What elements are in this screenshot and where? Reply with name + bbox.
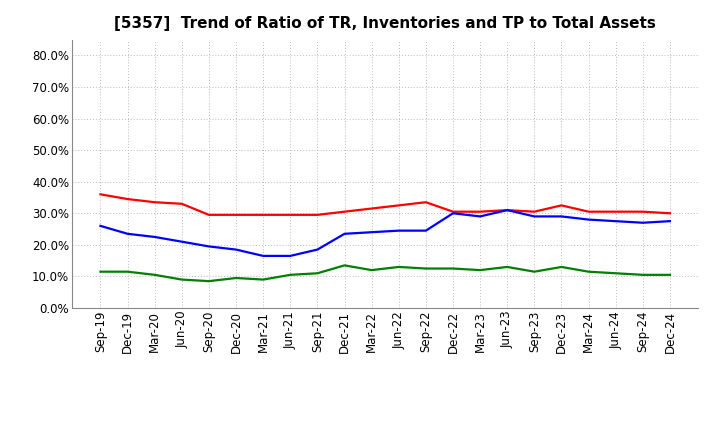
Inventories: [232, 247, 240, 252]
Trade Receivables: [259, 212, 268, 217]
Trade Receivables: [476, 209, 485, 214]
Trade Receivables: [530, 209, 539, 214]
Inventories: [367, 230, 376, 235]
Trade Payables: [150, 272, 159, 278]
Trade Receivables: [557, 203, 566, 208]
Trade Payables: [530, 269, 539, 274]
Trade Receivables: [421, 200, 430, 205]
Trade Payables: [421, 266, 430, 271]
Trade Payables: [503, 264, 511, 270]
Trade Payables: [476, 268, 485, 273]
Line: Trade Receivables: Trade Receivables: [101, 194, 670, 215]
Trade Receivables: [584, 209, 593, 214]
Inventories: [421, 228, 430, 233]
Trade Payables: [611, 271, 620, 276]
Inventories: [341, 231, 349, 236]
Trade Receivables: [123, 196, 132, 202]
Trade Payables: [557, 264, 566, 270]
Inventories: [123, 231, 132, 236]
Trade Receivables: [395, 203, 403, 208]
Inventories: [503, 208, 511, 213]
Trade Receivables: [96, 192, 105, 197]
Trade Payables: [395, 264, 403, 270]
Inventories: [611, 219, 620, 224]
Trade Payables: [639, 272, 647, 278]
Line: Inventories: Inventories: [101, 210, 670, 256]
Trade Payables: [286, 272, 294, 278]
Trade Payables: [449, 266, 457, 271]
Inventories: [96, 223, 105, 228]
Trade Payables: [123, 269, 132, 274]
Trade Payables: [367, 268, 376, 273]
Trade Receivables: [639, 209, 647, 214]
Trade Payables: [259, 277, 268, 282]
Inventories: [557, 214, 566, 219]
Inventories: [665, 219, 674, 224]
Trade Payables: [313, 271, 322, 276]
Trade Receivables: [150, 200, 159, 205]
Inventories: [150, 235, 159, 240]
Inventories: [584, 217, 593, 222]
Line: Trade Payables: Trade Payables: [101, 265, 670, 281]
Trade Receivables: [449, 209, 457, 214]
Inventories: [476, 214, 485, 219]
Trade Payables: [96, 269, 105, 274]
Inventories: [395, 228, 403, 233]
Inventories: [204, 244, 213, 249]
Trade Receivables: [665, 211, 674, 216]
Trade Payables: [232, 275, 240, 281]
Trade Receivables: [178, 201, 186, 206]
Trade Receivables: [341, 209, 349, 214]
Trade Receivables: [367, 206, 376, 211]
Inventories: [639, 220, 647, 225]
Trade Payables: [178, 277, 186, 282]
Trade Payables: [665, 272, 674, 278]
Trade Receivables: [313, 212, 322, 217]
Trade Receivables: [204, 212, 213, 217]
Trade Receivables: [286, 212, 294, 217]
Trade Receivables: [503, 208, 511, 213]
Inventories: [286, 253, 294, 259]
Inventories: [449, 211, 457, 216]
Inventories: [178, 239, 186, 244]
Inventories: [530, 214, 539, 219]
Trade Payables: [341, 263, 349, 268]
Inventories: [259, 253, 268, 259]
Trade Receivables: [611, 209, 620, 214]
Trade Payables: [204, 279, 213, 284]
Title: [5357]  Trend of Ratio of TR, Inventories and TP to Total Assets: [5357] Trend of Ratio of TR, Inventories…: [114, 16, 656, 32]
Trade Payables: [584, 269, 593, 274]
Inventories: [313, 247, 322, 252]
Trade Receivables: [232, 212, 240, 217]
